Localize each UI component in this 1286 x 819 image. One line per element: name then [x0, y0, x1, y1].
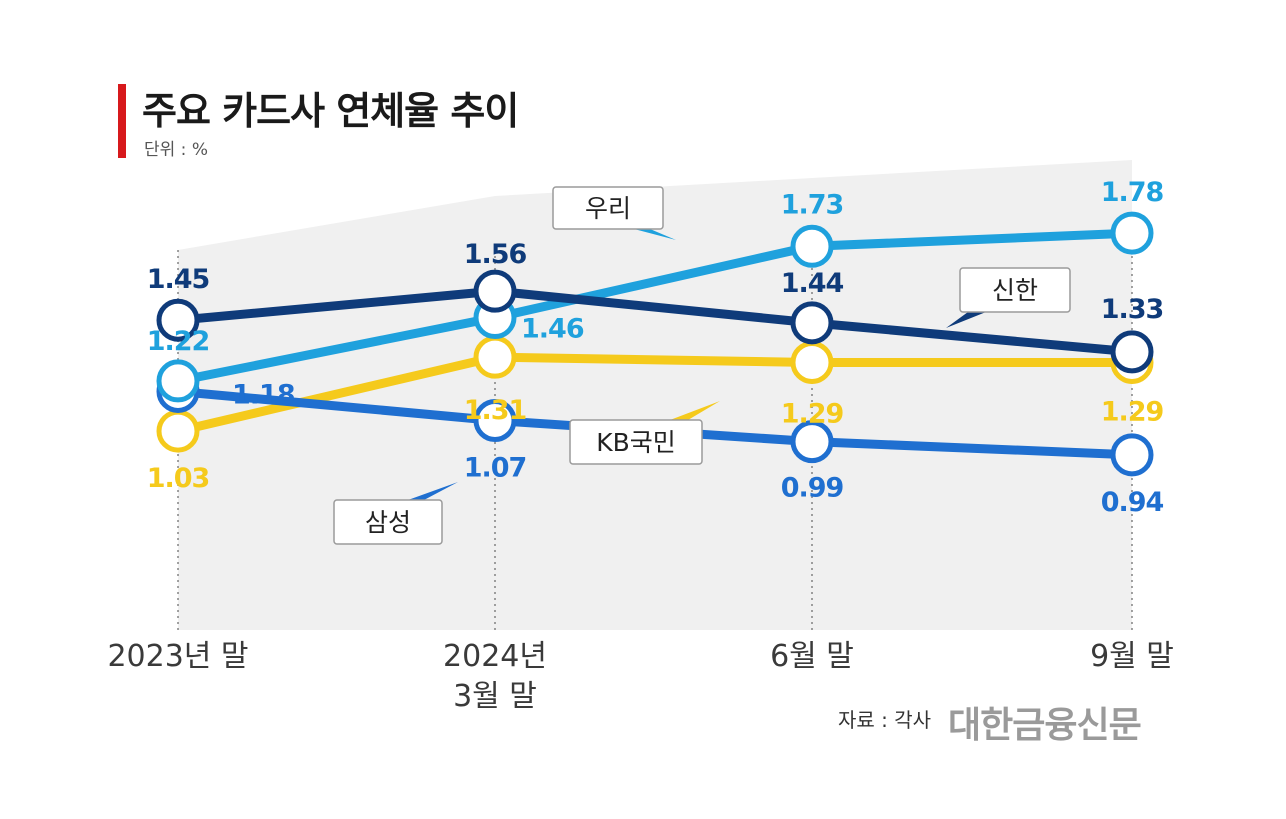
value-label-woori-0: 1.22 — [147, 326, 210, 357]
value-label-kb-2: 1.29 — [781, 398, 844, 429]
data-point-woori-0 — [156, 359, 200, 403]
callout-woori: 우리 — [552, 186, 676, 240]
value-label-shinhan-0: 1.45 — [147, 264, 210, 295]
value-label-kb-0: 1.03 — [147, 463, 210, 494]
value-label-woori-2: 1.73 — [781, 189, 844, 220]
series-points-woori — [156, 211, 1154, 403]
value-label-samsung-1: 1.07 — [464, 453, 527, 484]
callout-label-kb: KB국민 — [596, 428, 676, 457]
data-point-woori-2 — [790, 224, 834, 268]
callout-kb: KB국민 — [569, 401, 720, 465]
x-axis-labels: 2023년 말 2024년 3월 말 6월 말 9월 말 — [107, 639, 1173, 714]
series-line-kb — [176, 352, 1132, 436]
value-label-samsung-0: 1.18 — [232, 379, 295, 410]
x-tick-label-0: 2023년 말 — [107, 639, 248, 674]
data-point-woori-3 — [1110, 211, 1154, 255]
value-label-samsung-3: 0.94 — [1101, 487, 1164, 518]
value-label-woori-1: 1.46 — [521, 314, 584, 345]
callout-pointer — [408, 482, 458, 500]
series-line-shinhan — [177, 286, 1133, 357]
unit-label: 단위 : % — [144, 140, 208, 160]
data-point-shinhan-0 — [156, 298, 200, 342]
value-label-kb-1: 1.31 — [464, 395, 527, 426]
publisher-logo: 대한금융신문 — [948, 705, 1142, 746]
value-labels: 1.22 1.46 1.73 1.78 1.45 1.56 1.44 1.33 1.03 1.31… — [147, 177, 1165, 518]
callout-shinhan: 신한 — [946, 267, 1071, 328]
callout-box — [569, 419, 703, 465]
chart-title: 주요 카드사 연체율 추이 — [142, 89, 519, 133]
callout-label-woori: 우리 — [585, 194, 631, 223]
source-note: 자료 : 각사 — [838, 708, 932, 732]
callout-box — [333, 499, 443, 545]
data-point-samsung-3 — [1110, 433, 1154, 477]
x-tick-label-3: 9월 말 — [1090, 639, 1174, 674]
callout-box — [552, 186, 664, 230]
data-point-samsung-1 — [473, 399, 517, 443]
title-accent-bar — [118, 84, 126, 158]
data-point-kb-2 — [790, 340, 834, 384]
value-label-woori-3: 1.78 — [1101, 177, 1164, 208]
data-point-samsung-2 — [790, 420, 834, 464]
series-points — [156, 211, 1154, 477]
callout-pointer — [946, 312, 986, 328]
value-label-shinhan-3: 1.33 — [1101, 294, 1164, 325]
category-guides — [177, 250, 1133, 632]
callout-pointer — [670, 401, 720, 420]
data-point-shinhan-3 — [1110, 330, 1154, 374]
value-label-shinhan-2: 1.44 — [781, 268, 844, 299]
callout-samsung: 삼성 — [333, 482, 458, 545]
callout-label-samsung: 삼성 — [365, 508, 411, 537]
data-point-shinhan-2 — [790, 301, 834, 345]
x-tick-label-1: 2024년 3월 말 — [443, 639, 547, 714]
series-line-woori — [177, 228, 1133, 386]
value-label-shinhan-1: 1.56 — [464, 239, 527, 270]
value-label-kb-3: 1.29 — [1101, 396, 1164, 427]
series-lines — [176, 228, 1133, 460]
callout-label-shinhan: 신한 — [992, 276, 1038, 305]
data-point-shinhan-1 — [473, 269, 517, 313]
series-points-shinhan — [156, 269, 1154, 374]
x-tick-label-2: 6월 말 — [770, 639, 854, 674]
callout-pointer — [634, 229, 676, 240]
data-point-kb-1 — [473, 335, 517, 379]
value-label-samsung-2: 0.99 — [781, 473, 844, 504]
callout-box — [959, 267, 1071, 313]
data-point-kb-0 — [156, 409, 200, 453]
